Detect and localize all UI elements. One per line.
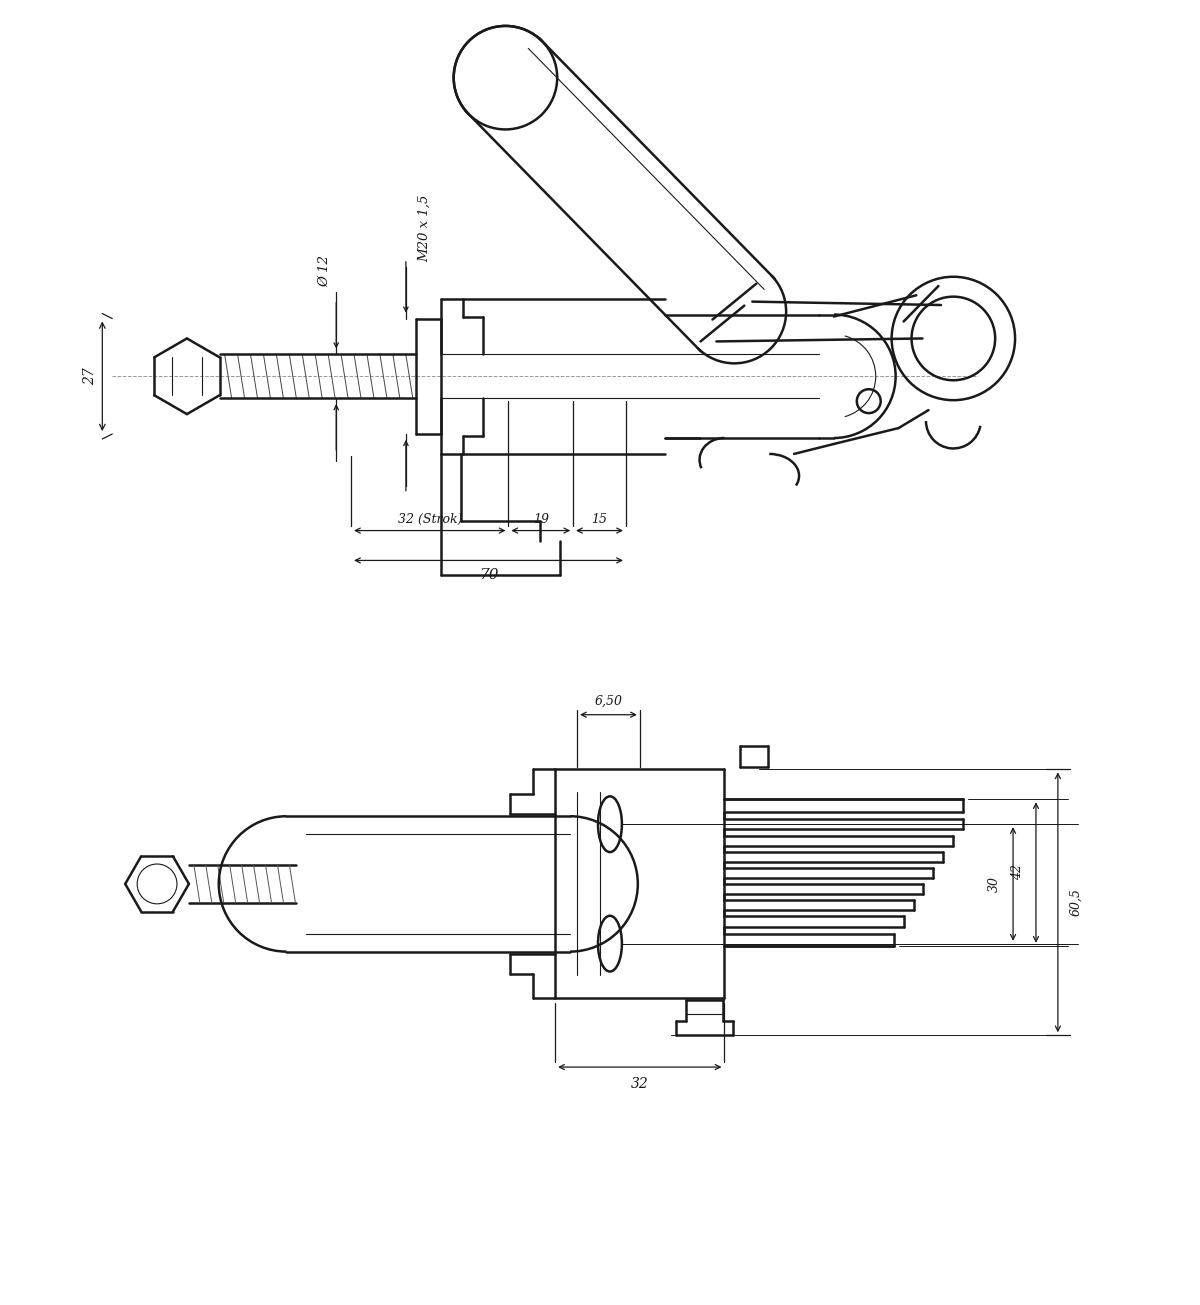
Text: 19: 19 xyxy=(533,513,548,526)
Text: 6,50: 6,50 xyxy=(594,694,623,707)
Text: 60,5: 60,5 xyxy=(1070,889,1082,916)
Text: 15: 15 xyxy=(592,513,607,526)
Text: M20 x 1,5: M20 x 1,5 xyxy=(418,194,431,262)
Text: 70: 70 xyxy=(479,569,498,582)
Text: 32 (Strok): 32 (Strok) xyxy=(397,513,462,526)
Text: 42: 42 xyxy=(1012,864,1024,881)
Text: Ø 12: Ø 12 xyxy=(318,254,331,287)
Text: 27: 27 xyxy=(83,368,97,385)
Text: 30: 30 xyxy=(988,876,1001,891)
Text: 32: 32 xyxy=(631,1077,649,1091)
